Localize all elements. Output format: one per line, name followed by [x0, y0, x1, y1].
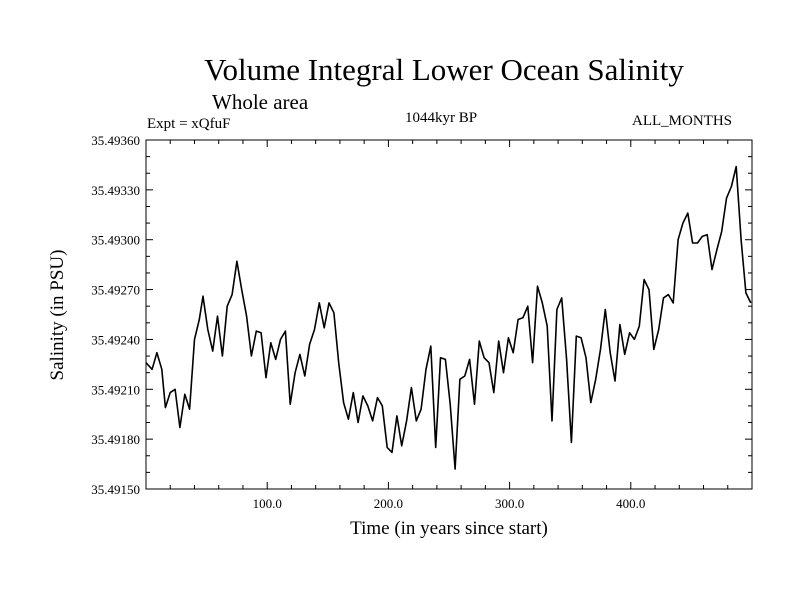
y-tick-label: 35.49150 — [91, 482, 140, 497]
axis-tick-labels: 35.49150 35.49180 35.49210 35.49240 35.49270… — [91, 133, 645, 511]
x-tick-label: 200.0 — [374, 496, 403, 511]
series-layer — [145, 165, 752, 470]
y-tick-label: 35.49270 — [91, 283, 140, 298]
y-tick-label: 35.49180 — [91, 432, 140, 447]
plot-frame — [145, 139, 753, 490]
y-axis-label: Salinity (in PSU) — [47, 250, 68, 381]
chart-subtitle: Whole area — [212, 90, 309, 114]
months-label: ALL_MONTHS — [632, 113, 732, 129]
y-tick-label: 35.49240 — [91, 332, 140, 347]
x-axis-label: Time (in years since start) — [350, 518, 548, 539]
y-tick-label: 35.49330 — [91, 183, 140, 198]
chart-title: Volume Integral Lower Ocean Salinity — [204, 52, 684, 87]
salinity-series-line — [145, 165, 752, 470]
x-tick-label: 400.0 — [616, 496, 645, 511]
y-tick-label: 35.49300 — [91, 233, 140, 248]
x-tick-label: 100.0 — [253, 496, 282, 511]
period-label: 1044kyr BP — [405, 110, 478, 126]
y-tick-label: 35.49210 — [91, 382, 140, 397]
y-tick-label: 35.49360 — [91, 133, 140, 148]
experiment-label: Expt = xQfuF — [147, 116, 231, 132]
x-tick-label: 300.0 — [495, 496, 524, 511]
